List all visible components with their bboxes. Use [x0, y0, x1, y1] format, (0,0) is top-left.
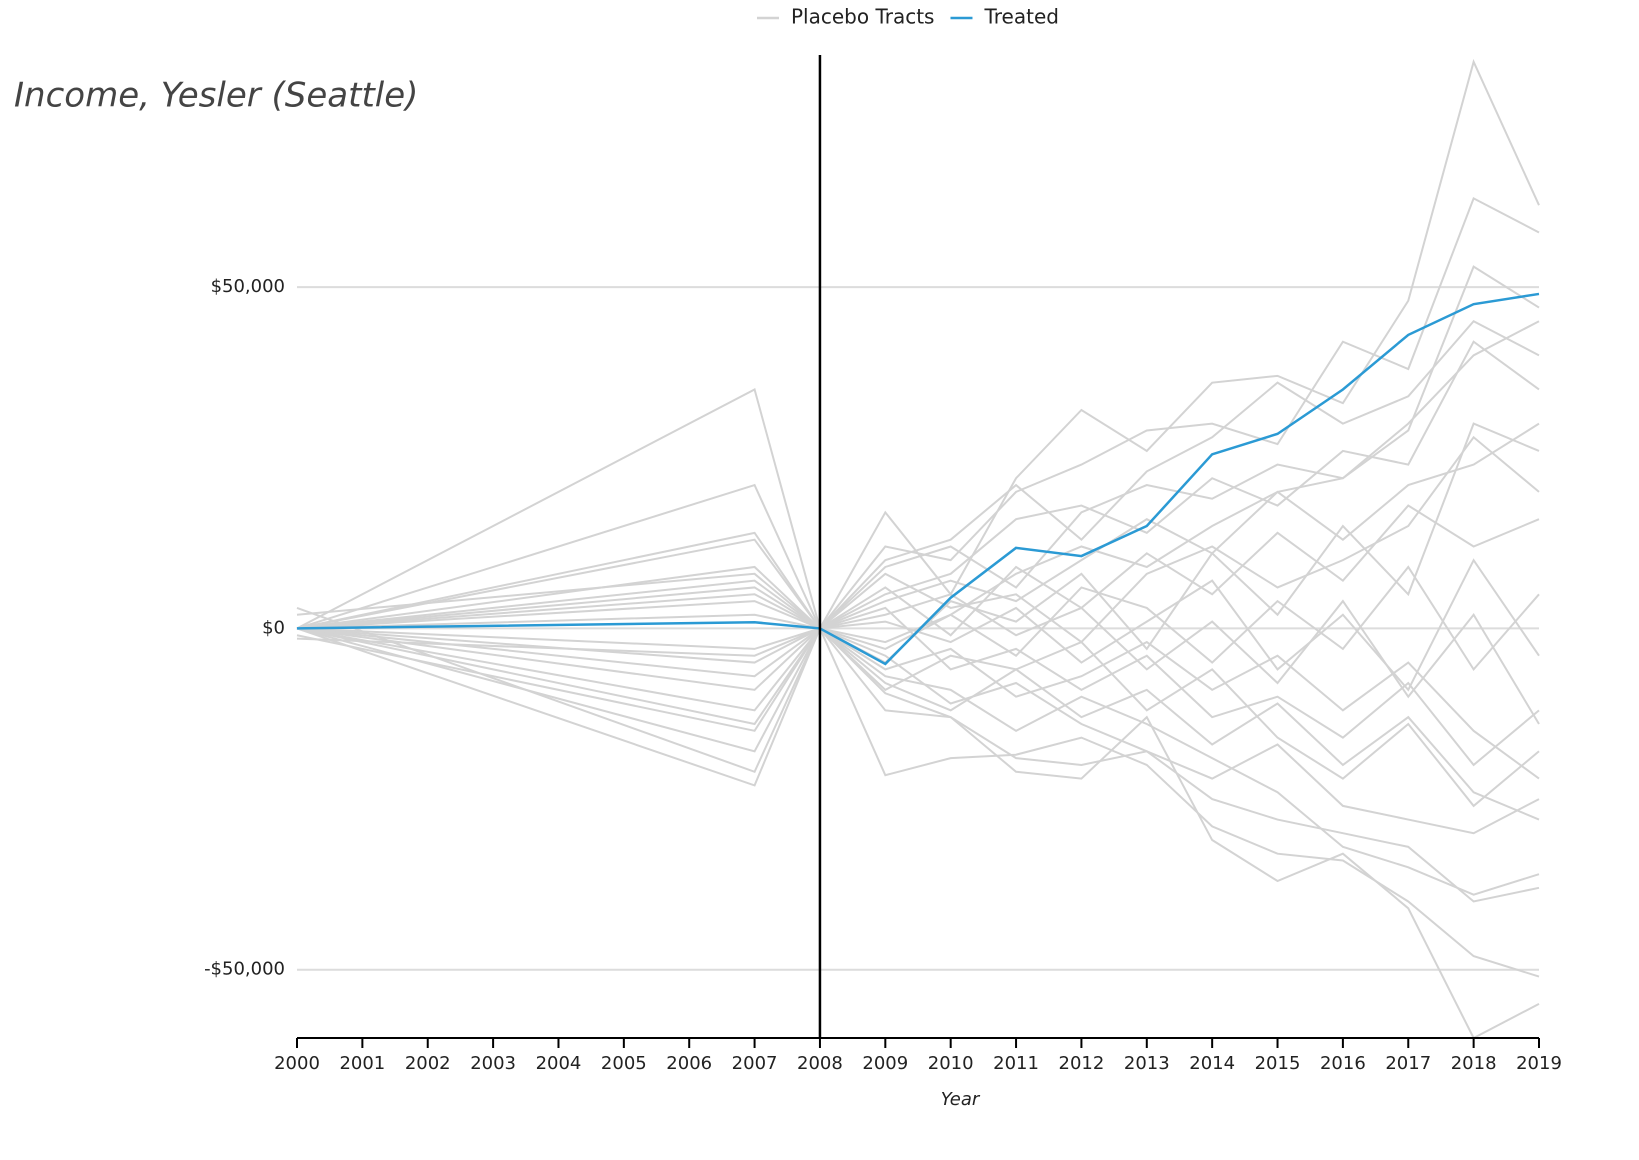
placebo-line [296, 626, 1540, 808]
x-tick-label: 2006 [666, 1053, 712, 1074]
x-tick-label: 2004 [536, 1053, 582, 1074]
x-tick-label: 2010 [928, 1053, 974, 1074]
x-tick-label: 2008 [797, 1053, 843, 1074]
placebo-line [296, 265, 1540, 630]
x-tick-label: 2007 [732, 1053, 778, 1074]
x-tick-label: 2005 [601, 1053, 647, 1074]
x-tick-label: 2003 [470, 1053, 516, 1074]
x-tick-label: 2011 [993, 1053, 1039, 1074]
placebo-line [296, 606, 1540, 1040]
placebo-line [296, 627, 1540, 780]
x-tick-label: 2019 [1516, 1053, 1562, 1074]
y-tick-label: $50,000 [211, 276, 285, 297]
placebo-line [296, 626, 1540, 896]
placebo-line [296, 626, 1540, 903]
x-tick-label: 2001 [339, 1053, 385, 1074]
legend-label: Treated [983, 5, 1058, 29]
x-tick-label: 2014 [1189, 1053, 1235, 1074]
y-tick-label: $0 [262, 617, 285, 638]
x-tick-label: 2018 [1451, 1053, 1497, 1074]
placebo-line [296, 606, 1540, 767]
x-tick-label: 2000 [274, 1053, 320, 1074]
placebo-line [296, 565, 1540, 672]
x-tick-label: 2002 [405, 1053, 451, 1074]
placebo-line [296, 593, 1540, 725]
x-axis-label: Year [941, 1089, 981, 1110]
placebo-line [296, 625, 1540, 978]
x-tick-label: 2016 [1320, 1053, 1366, 1074]
placebo-line [296, 504, 1540, 637]
treated-line [296, 292, 1540, 666]
placebo-line [296, 58, 1540, 631]
x-tick-label: 2013 [1124, 1053, 1170, 1074]
x-tick-label: 2015 [1255, 1053, 1301, 1074]
placebo-line [296, 319, 1540, 630]
placebo-line [296, 340, 1540, 630]
placebo-line [296, 626, 1540, 821]
placebo-line [296, 558, 1540, 692]
placebo-line [296, 196, 1540, 631]
x-tick-label: 2009 [862, 1053, 908, 1074]
x-tick-label: 2012 [1059, 1053, 1105, 1074]
placebo-line [296, 320, 1540, 650]
y-tick-label: -$50,000 [204, 959, 285, 980]
x-tick-label: 2017 [1385, 1053, 1431, 1074]
chart-title: Income, Yesler (Seattle) [14, 76, 418, 116]
legend-label: Placebo Tracts [791, 5, 934, 29]
